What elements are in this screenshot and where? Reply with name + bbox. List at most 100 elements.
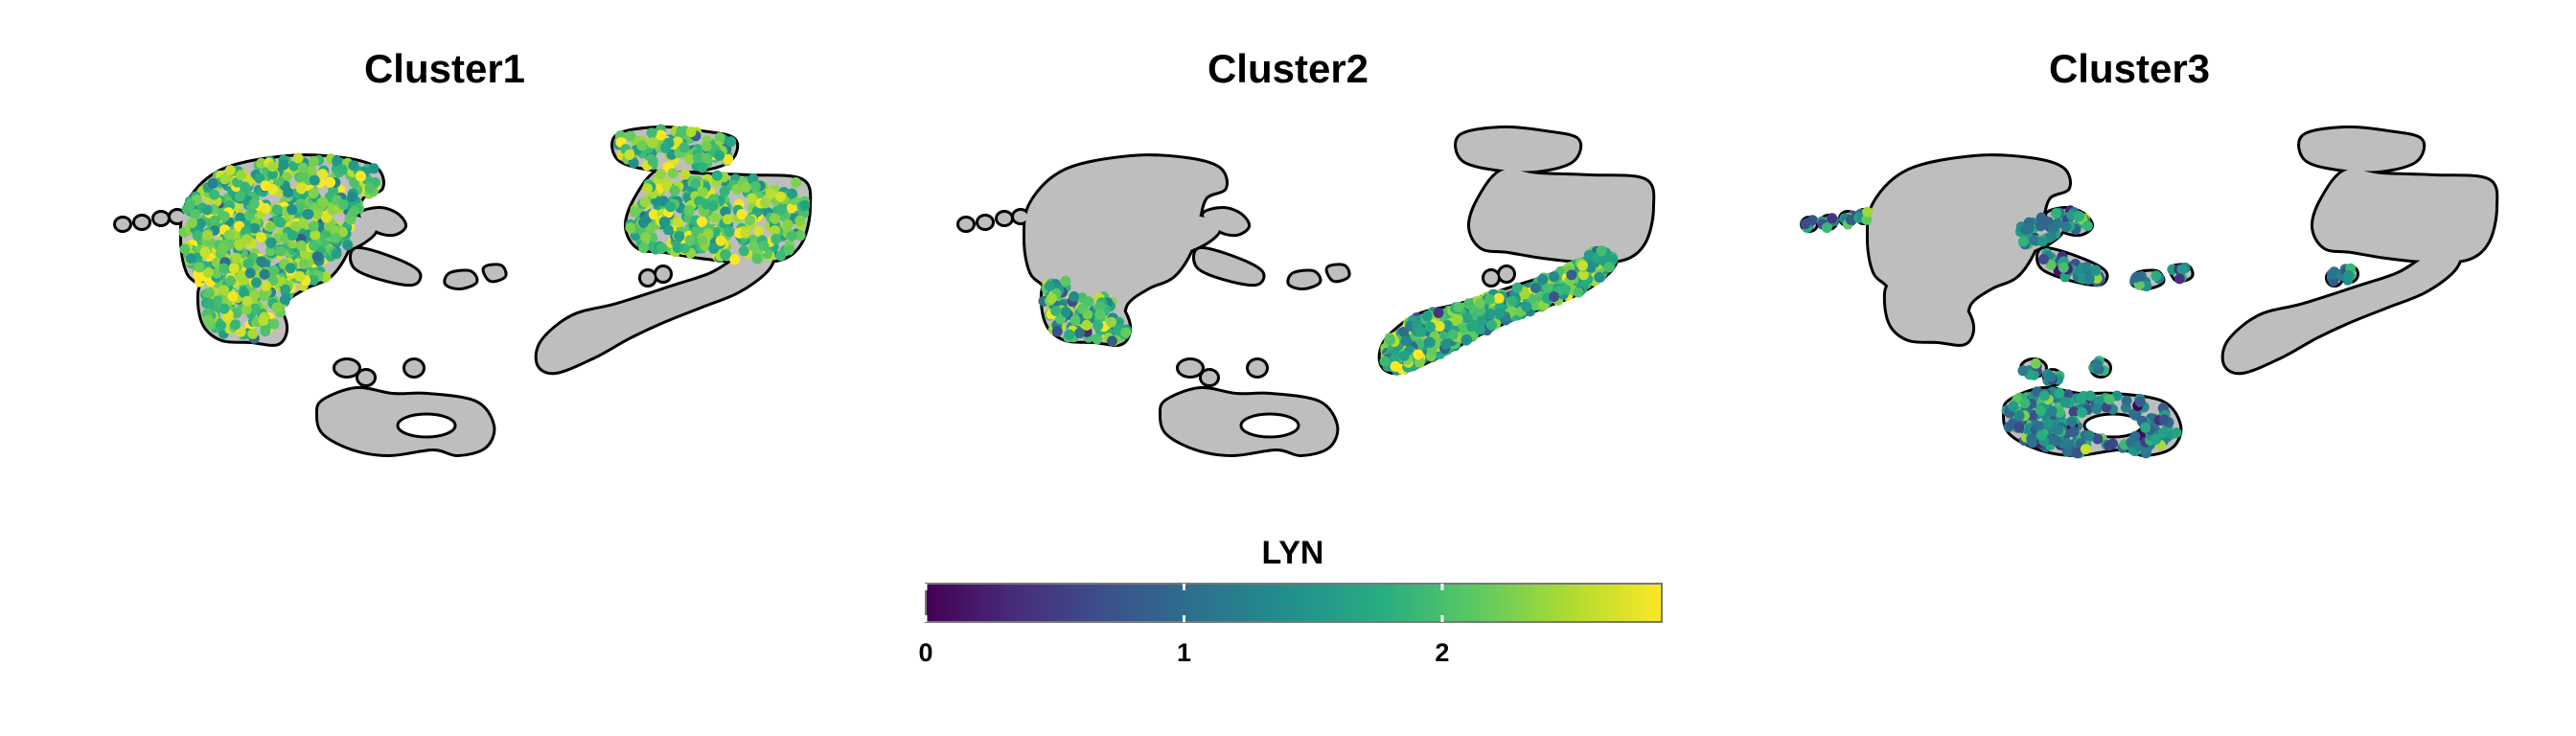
expression-point [1549, 291, 1560, 303]
expression-point [267, 184, 279, 195]
expression-point [297, 218, 309, 229]
expression-point [2036, 429, 2047, 441]
expression-point [1521, 301, 1532, 312]
expression-point [1398, 350, 1410, 361]
expression-point [2054, 387, 2065, 399]
expression-point [1069, 291, 1079, 302]
expression-point [729, 254, 741, 265]
expression-point [2174, 273, 2185, 285]
expression-point [1094, 301, 1106, 312]
expression-point [234, 191, 245, 202]
expression-point [1573, 287, 1584, 298]
expression-point [219, 173, 231, 185]
expression-point [254, 172, 265, 184]
cluster-region [1014, 211, 1027, 222]
expression-point [2036, 212, 2047, 223]
expression-point [2017, 236, 2029, 247]
expression-point [185, 198, 196, 210]
expression-point [685, 126, 697, 138]
expression-point [1594, 271, 1605, 283]
colorbar-gradient [925, 583, 1663, 623]
expression-point [235, 212, 246, 223]
cluster-region [135, 217, 149, 228]
expression-point [331, 233, 341, 243]
expression-point [2092, 433, 2104, 445]
expression-point [794, 230, 806, 242]
cluster-region [335, 360, 358, 376]
expression-point [287, 230, 298, 242]
expression-point [295, 183, 307, 195]
expression-point [1506, 295, 1518, 307]
expression-point [1494, 308, 1506, 319]
expression-point [656, 242, 667, 254]
expression-point [2053, 425, 2064, 435]
expression-point [647, 137, 658, 149]
panel-title-cluster2: Cluster2 [1208, 46, 1368, 91]
expression-point [250, 277, 262, 288]
expression-point [774, 191, 786, 202]
expression-point [267, 169, 278, 180]
expression-point [278, 159, 289, 171]
expression-point [241, 304, 252, 315]
expression-point [2077, 406, 2088, 418]
expression-point [306, 165, 317, 176]
expression-point [722, 214, 733, 225]
expression-point [209, 189, 219, 200]
expression-point [1596, 245, 1607, 257]
expression-point [2104, 440, 2115, 451]
expression-point [212, 295, 223, 307]
expression-point [708, 242, 720, 254]
expression-point [2074, 211, 2085, 221]
expression-point [1390, 360, 1401, 372]
expression-point [2083, 273, 2095, 285]
expression-point [297, 162, 309, 173]
expression-point [2013, 410, 2025, 422]
expression-point [760, 197, 770, 209]
expression-point [1106, 335, 1117, 347]
expression-point [242, 234, 253, 245]
expression-point [1081, 319, 1092, 331]
cluster-region [171, 211, 184, 222]
expression-point [2060, 221, 2072, 233]
expression-point [332, 155, 343, 167]
expression-point [2081, 262, 2092, 273]
expression-point [1461, 334, 1472, 345]
cluster-region [2312, 169, 2496, 262]
expression-point [2013, 422, 2025, 433]
expression-point [216, 320, 226, 332]
expression-point [1385, 334, 1395, 346]
expression-point [342, 240, 354, 251]
expression-point [2019, 398, 2031, 409]
expression-point [1519, 288, 1530, 300]
expression-point [731, 183, 743, 195]
expression-point [235, 170, 246, 181]
expression-point [1461, 312, 1473, 324]
cluster-region [351, 248, 420, 285]
cluster-region [1249, 360, 1266, 376]
expression-point [2091, 403, 2103, 415]
expression-point [2134, 396, 2146, 407]
expression-point [2084, 390, 2096, 402]
expression-point [707, 200, 719, 212]
expression-point [1511, 282, 1523, 293]
expression-point [204, 288, 215, 299]
expression-point [317, 196, 329, 208]
expression-point [288, 160, 300, 172]
expression-point [1424, 336, 1436, 348]
expression-point [1452, 313, 1463, 325]
expression-point [1549, 271, 1560, 283]
expression-point [702, 152, 713, 164]
cluster-region [1500, 267, 1513, 281]
expression-point [218, 263, 230, 274]
expression-point [2176, 264, 2188, 275]
expression-point [673, 217, 684, 228]
expression-point [292, 152, 304, 164]
expression-point [231, 252, 242, 264]
cluster-hole [396, 412, 457, 439]
expression-point [1559, 284, 1571, 295]
colorbar-tick-label: 1 [1177, 638, 1191, 667]
expression-point [275, 217, 287, 228]
expression-point [2066, 416, 2078, 427]
expression-point [311, 251, 323, 263]
